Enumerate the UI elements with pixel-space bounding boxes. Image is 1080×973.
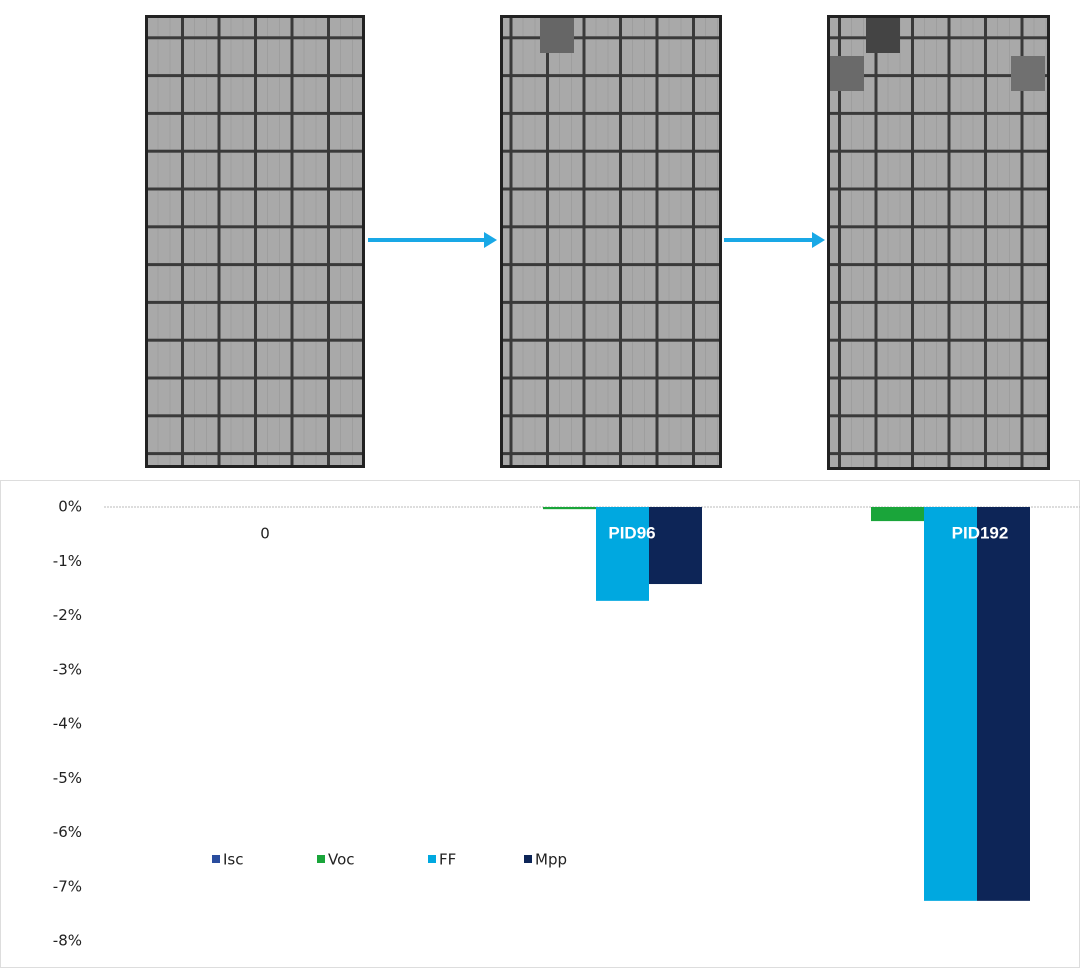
y-tick-label: -1%	[53, 552, 82, 570]
category-label: 0	[260, 525, 270, 543]
panel-cells	[503, 18, 719, 465]
el-images	[145, 15, 1050, 470]
dark-cell	[866, 18, 900, 53]
legend-label: Voc	[328, 851, 355, 869]
bar	[543, 507, 596, 510]
legend-swatch	[428, 855, 436, 863]
legend-label: Isc	[223, 851, 244, 869]
bar	[977, 507, 1030, 901]
legend-swatch	[524, 855, 532, 863]
dark-cell	[1011, 56, 1045, 91]
y-tick-label: -6%	[53, 823, 82, 841]
y-tick-label: -8%	[53, 932, 82, 950]
bar	[924, 507, 977, 901]
y-tick-label: -4%	[53, 715, 82, 733]
legend-swatch	[212, 855, 220, 863]
y-tick-label: -2%	[53, 606, 82, 624]
panel-cells	[148, 18, 362, 465]
y-tick-label: -3%	[53, 660, 82, 678]
dark-cell	[540, 18, 574, 53]
category-label: PID192	[952, 523, 1009, 542]
bar	[871, 507, 924, 522]
arrow-head	[812, 232, 825, 248]
dark-cell	[830, 56, 864, 91]
panel-cells	[830, 18, 1047, 467]
y-tick-label: -7%	[53, 877, 82, 895]
category-label: PID96	[608, 523, 655, 542]
bar	[649, 507, 702, 585]
legend-swatch	[317, 855, 325, 863]
y-tick-label: -5%	[53, 769, 82, 787]
legend-label: Mpp	[535, 851, 567, 869]
legend-label: FF	[439, 851, 456, 869]
chart-frame	[0, 480, 1080, 968]
bar	[596, 507, 649, 601]
y-tick-label: 0%	[58, 498, 82, 516]
arrow-head	[484, 232, 497, 248]
